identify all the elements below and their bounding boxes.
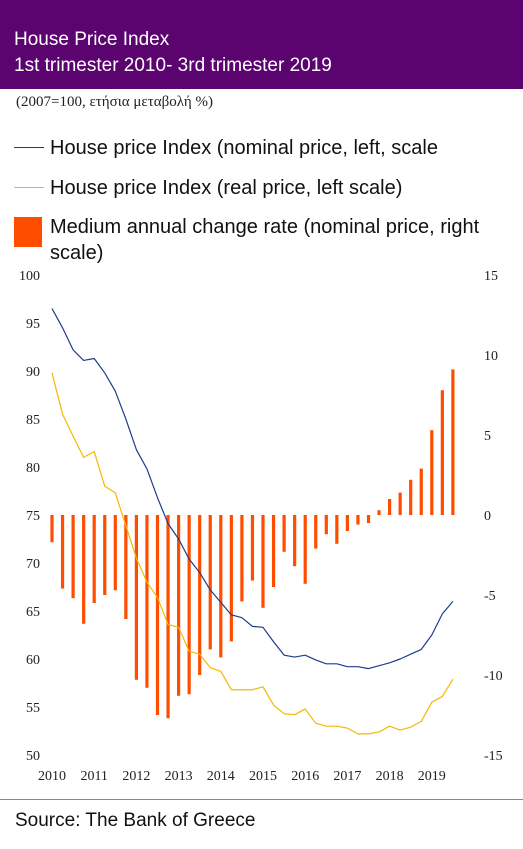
bar (314, 515, 318, 549)
left-tick-label: 50 (26, 749, 40, 764)
left-tick-label: 100 (19, 269, 40, 284)
left-tick-label: 80 (26, 461, 40, 476)
bar (145, 515, 149, 688)
legend-label: House price Index (real price, left scal… (50, 177, 403, 199)
bar (198, 515, 202, 675)
bar (388, 499, 392, 515)
bar (261, 515, 265, 608)
bar (250, 515, 255, 581)
legend-item-nominal: House price Index (nominal price, left, … (14, 135, 438, 161)
right-tick-label: -15 (484, 749, 503, 764)
right-tick-label: -10 (484, 669, 503, 684)
bar (71, 515, 75, 599)
right-tick-label: 0 (484, 509, 491, 524)
bar (430, 430, 434, 515)
bar (240, 515, 244, 602)
nominal-price-line (51, 308, 454, 670)
chart-period: 1st trimester 2010- 3rd trimester 2019 (14, 55, 332, 76)
legend-swatch-nominal (14, 147, 44, 148)
bar (134, 515, 138, 680)
left-tick-label: 65 (26, 605, 40, 620)
bar (271, 515, 276, 587)
bar (409, 479, 413, 515)
bar (324, 515, 328, 535)
bar (377, 510, 381, 515)
bar (113, 515, 117, 591)
bar (345, 515, 349, 531)
source-note: Source: The Bank of Greece (15, 810, 256, 831)
bar (335, 515, 339, 544)
legend-swatch-real (14, 187, 44, 188)
bar (451, 369, 455, 515)
bar (282, 515, 286, 552)
bar (155, 515, 160, 715)
bar (303, 515, 307, 584)
left-tick-label: 95 (26, 317, 40, 332)
x-tick-label: 2015 (249, 769, 277, 784)
bar (60, 515, 65, 589)
left-tick-label: 55 (26, 701, 40, 716)
right-tick-label: 10 (484, 349, 498, 364)
right-tick-label: -5 (484, 589, 496, 604)
x-tick-label: 2012 (122, 769, 150, 784)
x-tick-label: 2013 (165, 769, 193, 784)
x-tick-label: 2017 (333, 769, 361, 784)
x-tick-label: 2011 (80, 769, 107, 784)
x-tick-label: 2014 (207, 769, 235, 784)
chart-header: House Price Index 1st trimester 2010- 3r… (0, 0, 523, 89)
bar (166, 515, 170, 719)
bar (124, 515, 128, 619)
bar (82, 515, 86, 624)
left-tick-label: 70 (26, 557, 40, 572)
bar (208, 515, 212, 650)
bar (398, 492, 402, 515)
legend-label: Medium annual change rate (nominal price… (50, 216, 480, 264)
left-tick-label: 85 (26, 413, 40, 428)
bar (229, 515, 233, 642)
bar (440, 390, 444, 515)
bar (177, 515, 181, 696)
bar (50, 515, 54, 543)
chart-subtitle: (2007=100, ετήσια μεταβολή %) (16, 94, 213, 110)
left-tick-label: 60 (26, 653, 40, 668)
left-tick-label: 75 (26, 509, 40, 524)
legend-item-real: House price Index (real price, left scal… (14, 175, 402, 201)
bar (187, 515, 191, 695)
bar (92, 515, 96, 603)
real-price-line (51, 372, 454, 735)
bar (419, 468, 423, 515)
legend-swatch-change (14, 217, 42, 247)
bar (366, 515, 371, 523)
chart-title: House Price Index (14, 29, 170, 50)
left-tick-label: 90 (26, 365, 40, 380)
right-tick-label: 5 (484, 429, 491, 444)
x-tick-label: 2018 (376, 769, 404, 784)
legend-item-change: Medium annual change rate (nominal price… (14, 214, 504, 266)
bar (293, 515, 297, 567)
x-tick-label: 2010 (38, 769, 66, 784)
bar (103, 515, 107, 595)
bar (219, 515, 223, 658)
x-tick-label: 2019 (418, 769, 446, 784)
right-tick-label: 15 (484, 269, 498, 284)
x-tick-label: 2016 (291, 769, 319, 784)
divider (0, 799, 523, 800)
bar (356, 515, 360, 525)
legend-label: House price Index (nominal price, left, … (50, 137, 438, 159)
